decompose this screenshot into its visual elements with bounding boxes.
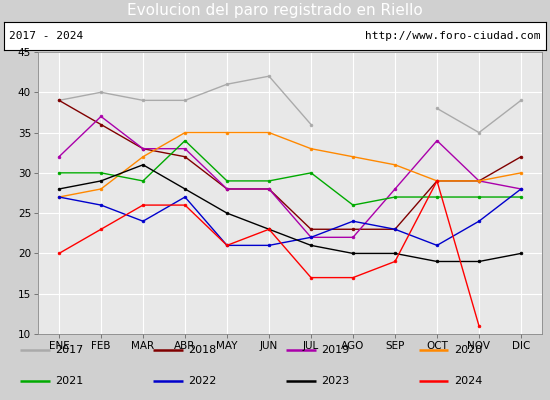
Text: 2017 - 2024: 2017 - 2024 bbox=[9, 31, 84, 41]
Text: 2020: 2020 bbox=[454, 345, 482, 355]
Text: 2024: 2024 bbox=[454, 376, 482, 386]
Text: Evolucion del paro registrado en Riello: Evolucion del paro registrado en Riello bbox=[127, 4, 423, 18]
Text: 2021: 2021 bbox=[56, 376, 84, 386]
Text: 2018: 2018 bbox=[188, 345, 217, 355]
Text: 2023: 2023 bbox=[321, 376, 349, 386]
Text: http://www.foro-ciudad.com: http://www.foro-ciudad.com bbox=[365, 31, 541, 41]
Text: 2022: 2022 bbox=[188, 376, 217, 386]
Text: 2017: 2017 bbox=[56, 345, 84, 355]
Text: 2019: 2019 bbox=[321, 345, 349, 355]
